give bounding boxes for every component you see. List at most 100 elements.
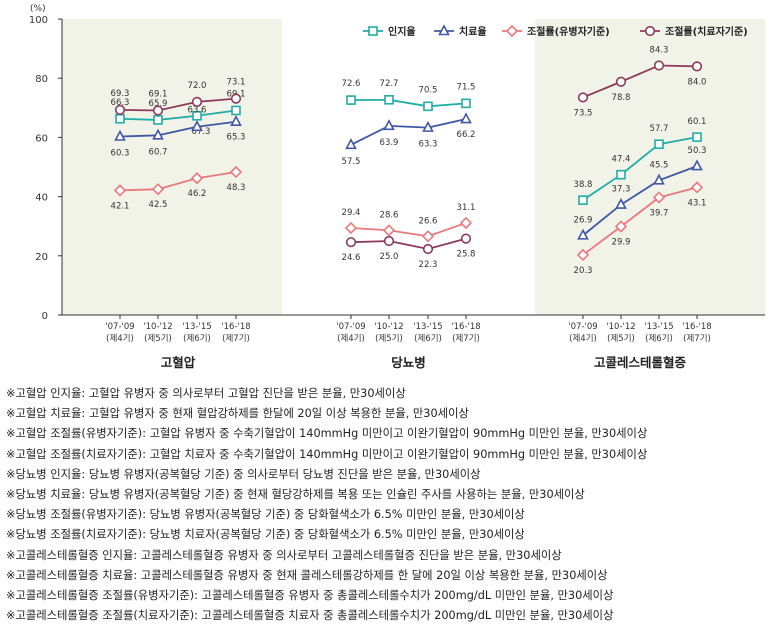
data-point (113, 184, 127, 197)
data-point (690, 181, 704, 194)
data-label: 63.9 (380, 138, 399, 148)
data-point (382, 224, 396, 237)
data-point (151, 183, 165, 196)
data-label: 72.7 (380, 79, 399, 89)
data-label: 69.3 (111, 89, 130, 99)
data-point (231, 105, 241, 116)
series-line (582, 165, 698, 237)
x-tick-label: (제5기) (144, 334, 172, 344)
data-point (153, 115, 163, 125)
x-tick-label: (제4기) (569, 334, 597, 344)
series-line (582, 136, 698, 201)
data-label: 73.5 (574, 108, 593, 118)
data-point (229, 165, 243, 179)
legend-label: 인지율 (388, 25, 416, 38)
x-tick-label: '16-'18 (221, 322, 250, 332)
footnote: ※당뇨병 조절률(치료자기준): 당뇨병 치료자(공복혈당 기준) 중 당화혈색… (6, 528, 525, 542)
series-line (582, 64, 698, 99)
footnote: ※고콜레스테롤혈증 조절률(치료자기준): 고콜레스테롤혈증 치료자 중 총콜레… (6, 609, 614, 623)
x-tick-label: '13-'15 (182, 322, 211, 332)
x-tick-label: (제6기) (183, 334, 211, 344)
legend-marker (368, 26, 378, 36)
y-tick-label: 80 (35, 74, 48, 85)
y-tick-label: 20 (35, 252, 48, 263)
x-tick-label: (제7기) (222, 334, 250, 344)
data-label: 46.2 (188, 189, 207, 199)
series-line (350, 237, 467, 250)
data-point (344, 221, 358, 235)
x-tick-label: (제7기) (452, 334, 480, 344)
data-label: 25.8 (457, 250, 476, 260)
data-label: 72.6 (342, 79, 361, 89)
x-tick-label: (제4기) (337, 334, 365, 344)
legend-marker (505, 24, 519, 38)
data-label: 84.0 (688, 77, 707, 87)
data-point (152, 105, 164, 116)
x-tick-label: '10-'12 (143, 322, 172, 332)
data-point (460, 233, 472, 244)
data-point (577, 228, 589, 240)
data-point (459, 216, 473, 230)
x-tick-label: '16-'18 (451, 322, 480, 332)
data-label: 65.3 (227, 133, 246, 143)
data-label: 78.8 (612, 93, 631, 103)
y-tick-label: 0 (42, 311, 48, 322)
group-label: 고혈압 (161, 355, 196, 370)
legend-marker (438, 24, 450, 36)
series-line (119, 120, 237, 138)
footnote: ※고혈압 치료율: 고혈압 유병자 중 현재 혈압강하제를 한달에 20일 이상… (6, 407, 469, 421)
data-label: 48.3 (227, 183, 246, 193)
data-label: 22.3 (419, 260, 438, 270)
data-point (614, 220, 628, 233)
data-point (615, 76, 627, 87)
data-label: 50.3 (688, 146, 707, 156)
data-label: 70.5 (419, 85, 438, 95)
data-point (692, 132, 702, 142)
data-point (191, 120, 203, 132)
series-line (350, 98, 467, 108)
data-label: 47.4 (612, 155, 631, 165)
footnote: ※고혈압 인지율: 고혈압 유병자 중 의사로부터 고혈압 진단을 받은 분율,… (6, 387, 406, 400)
x-tick-label: '07-'09 (568, 322, 597, 332)
y-tick-label: 100 (29, 15, 48, 26)
data-point (230, 93, 242, 104)
data-label: 63.6 (188, 106, 207, 116)
legend-label: 조절률(치료자기준) (665, 25, 748, 38)
y-unit-label: (%) (30, 4, 46, 14)
data-label: 69.1 (149, 89, 168, 99)
data-point (346, 95, 356, 105)
data-label: 28.6 (380, 210, 399, 220)
data-point (577, 92, 589, 103)
x-tick-label: (제6기) (414, 334, 442, 344)
data-point (114, 129, 126, 141)
data-label: 26.6 (419, 216, 438, 226)
data-point (421, 230, 435, 243)
data-point (578, 195, 588, 205)
data-point (152, 128, 164, 140)
data-label: 45.5 (650, 160, 669, 170)
data-label: 71.5 (457, 82, 476, 92)
data-label: 57.7 (650, 124, 669, 134)
data-label: 66.3 (111, 98, 130, 108)
footnote: ※고콜레스테롤혈증 치료율: 고콜레스테롤혈증 유병자 중 현재 콜레스테롤강하… (6, 568, 608, 582)
data-point (461, 98, 471, 109)
series-line (350, 222, 467, 238)
x-tick-label: (제6기) (645, 334, 673, 344)
x-tick-label: '07-'09 (105, 322, 134, 332)
data-label: 38.8 (574, 180, 593, 190)
data-point (230, 115, 242, 127)
x-tick-label: '07-'09 (336, 322, 365, 332)
footnote: ※당뇨병 조절률(유병자기준): 당뇨병 유병자(공복혈당 기준) 중 당화혈색… (6, 508, 525, 522)
footnotes: ※고혈압 인지율: 고혈압 유병자 중 의사로부터 고혈압 진단을 받은 분율,… (6, 384, 771, 626)
y-tick-label: 40 (35, 193, 48, 204)
data-point (383, 235, 395, 247)
footnote: ※고콜레스테롤혈증 인지율: 고콜레스테롤혈증 유병자 중 의사로부터 고콜레스… (6, 548, 562, 562)
data-point (616, 169, 626, 180)
data-label: 73.1 (227, 78, 246, 88)
footnote: ※당뇨병 인지율: 당뇨병 유병자(공복혈당 기준) 중 의사로부터 당뇨병 진… (6, 467, 481, 481)
x-tick-label: (제4기) (106, 334, 134, 344)
footnote: ※당뇨병 치료율: 당뇨병 유병자(공복혈당 기준) 중 현재 혈당강하제를 복… (6, 488, 585, 502)
footnote: ※고콜레스테롤혈증 조절률(유병자기준): 고콜레스테롤혈증 유병자 중 총콜레… (6, 589, 614, 603)
data-point (423, 101, 433, 112)
data-label: 29.4 (342, 208, 361, 218)
